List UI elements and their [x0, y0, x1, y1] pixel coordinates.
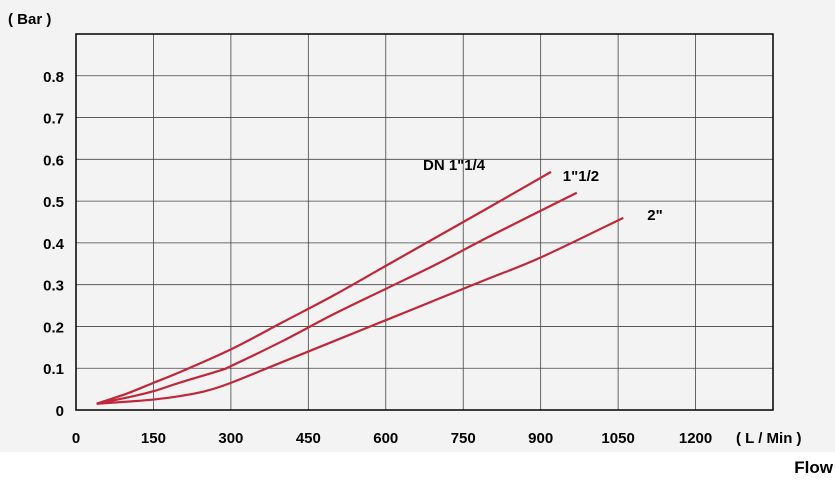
x-tick-label: 150: [141, 430, 166, 447]
grid: [76, 34, 773, 410]
x-tick-label: 300: [218, 430, 243, 447]
pressure-drop-chart: 0 150 300 450 600 750 900 1050 1200 0 0.1 0.2 0.3 0.…: [8, 11, 802, 447]
x-tick-label: 750: [451, 430, 476, 447]
y-axis-ticks: 0 0.1 0.2 0.3 0.4 0.5 0.6 0.7 0.8: [43, 69, 65, 420]
y-tick-label: 0.4: [43, 236, 65, 253]
x-tick-label: 900: [528, 430, 553, 447]
plot-border: [75, 33, 774, 411]
x-axis-label: ( L / Min ): [736, 430, 802, 447]
y-tick-label: 0.8: [43, 69, 64, 86]
series-label: DN 1"1/4: [423, 157, 486, 174]
x-tick-label: 450: [296, 430, 321, 447]
y-tick-label: 0.6: [43, 152, 64, 169]
y-tick-label: 0.2: [43, 319, 64, 336]
x-tick-label: 1050: [601, 430, 634, 447]
x-tick-label: 0: [72, 430, 80, 447]
series-label: 2": [647, 207, 662, 224]
y-tick-label: 0.3: [43, 278, 64, 295]
curve-labels: DN 1"1/4 1"1/2 2": [423, 157, 663, 224]
x-tick-label: 600: [373, 430, 398, 447]
series-label: 1"1/2: [563, 168, 599, 185]
y-tick-label: 0: [56, 403, 64, 420]
x-axis-ticks: 0 150 300 450 600 750 900 1050 1200: [72, 430, 712, 447]
y-tick-label: 0.5: [43, 194, 64, 211]
curves: [96, 170, 624, 405]
series-line: [96, 191, 578, 405]
x-tick-label: 1200: [679, 430, 712, 447]
y-tick-label: 0.7: [43, 111, 64, 128]
y-axis-label: ( Bar ): [8, 11, 51, 28]
flow-label: Flow: [794, 458, 833, 477]
y-tick-label: 0.1: [43, 361, 64, 378]
series-line: [96, 216, 624, 405]
series-line: [96, 170, 552, 405]
